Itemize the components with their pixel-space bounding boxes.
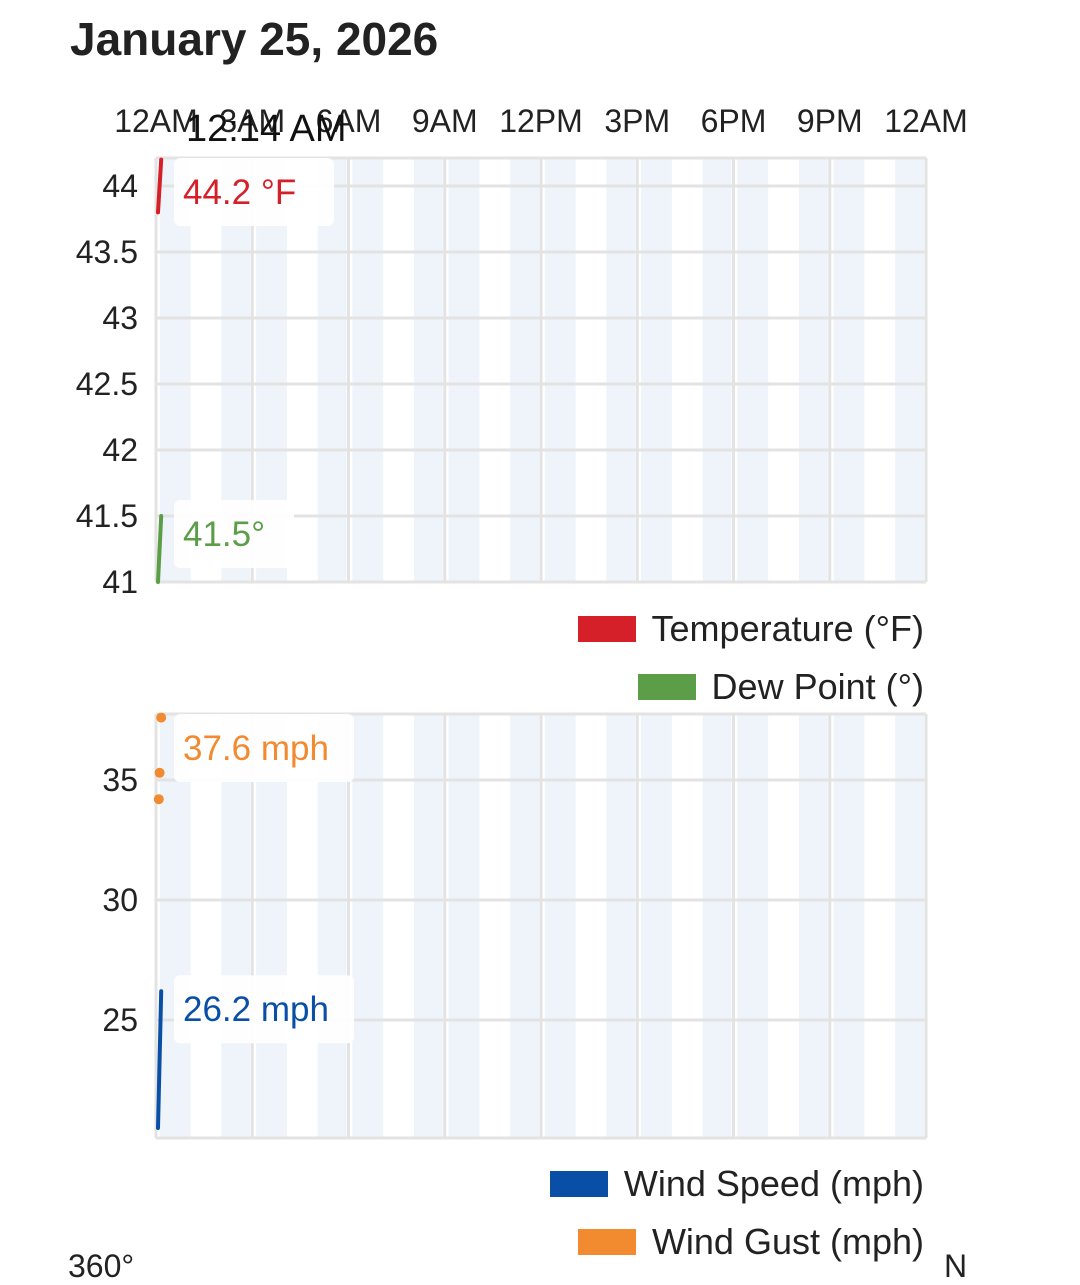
background-band — [352, 158, 384, 582]
legend-item-dew-point[interactable]: Dew Point (°) — [637, 666, 924, 708]
background-band — [702, 714, 732, 1138]
tooltip-box — [174, 158, 334, 226]
dew-point-line — [156, 514, 164, 584]
background-band — [352, 714, 384, 1138]
hover-time-label: 12:14 AM — [186, 108, 347, 150]
background-band — [606, 158, 636, 582]
series-value-label: 44.2 °F — [183, 173, 296, 212]
dew-point-swatch — [637, 674, 696, 700]
y-tick-label: 41 — [102, 564, 138, 600]
y-tick-label: 42.5 — [76, 366, 138, 402]
background-band — [798, 158, 828, 582]
wind-gust-point — [153, 794, 164, 805]
wind-speed-mph-line — [156, 989, 164, 1130]
background-band — [510, 158, 539, 582]
background-band — [159, 714, 191, 1138]
background-band — [895, 714, 924, 1138]
x-tick-label: 12AM — [114, 103, 198, 139]
series-value-label: 37.6 mph — [183, 729, 329, 768]
background-band — [798, 714, 828, 1138]
background-band — [544, 158, 576, 582]
wind-gust-swatch — [577, 1229, 636, 1255]
y-tick-label: 44 — [102, 168, 138, 204]
background-band — [833, 158, 865, 582]
y-tick-label: 42 — [102, 432, 138, 468]
y-tick-label: 41.5 — [76, 498, 138, 534]
tooltip-box — [174, 500, 294, 568]
next-chart-axis-label: 360° — [68, 1248, 135, 1284]
next-chart-direction-label: N — [944, 1248, 968, 1284]
y-tick-label: 25 — [102, 1002, 138, 1038]
x-tick-label: 6PM — [701, 103, 767, 139]
background-band — [510, 714, 539, 1138]
y-tick-label: 30 — [102, 882, 138, 918]
wind-speed-swatch — [549, 1171, 608, 1197]
x-tick-label: 12PM — [499, 103, 583, 139]
page-title: January 25, 2026 — [70, 13, 439, 65]
background-band — [895, 158, 924, 582]
y-tick-label: 35 — [102, 762, 138, 798]
legend-item-temperature[interactable]: Temperature (°F) — [577, 608, 924, 650]
wind-gust-point — [154, 767, 165, 778]
temperature-f-line — [156, 157, 164, 215]
legend-item-wind-speed[interactable]: Wind Speed (mph) — [549, 1163, 924, 1205]
background-band — [448, 158, 480, 582]
x-tick-label: 9PM — [797, 103, 863, 139]
background-band — [702, 158, 732, 582]
series-value-label: 26.2 mph — [183, 990, 329, 1029]
background-band — [737, 158, 769, 582]
legend-label-temperature: Temperature (°F) — [651, 608, 924, 649]
x-tick-label: 12AM — [884, 103, 968, 139]
x-tick-label: 9AM — [412, 103, 478, 139]
legend-label-wind-gust: Wind Gust (mph) — [651, 1221, 924, 1262]
background-band — [413, 158, 443, 582]
tooltip-box — [174, 714, 354, 782]
background-band — [641, 158, 672, 582]
wind-gust-point — [156, 712, 167, 723]
x-tick-label: 3PM — [604, 103, 670, 139]
background-band — [641, 714, 672, 1138]
background-band — [833, 714, 865, 1138]
background-band — [221, 714, 251, 1138]
tooltip-box — [174, 975, 354, 1044]
background-band — [256, 714, 287, 1138]
y-tick-label: 43.5 — [76, 234, 138, 270]
background-band — [544, 714, 576, 1138]
y-tick-label: 43 — [102, 300, 138, 336]
background-band — [317, 158, 347, 582]
x-tick-label: 6AM — [316, 103, 382, 139]
background-band — [317, 714, 347, 1138]
background-band — [737, 714, 769, 1138]
background-band — [448, 714, 480, 1138]
series-value-label: 41.5° — [183, 515, 265, 554]
legend-label-wind-speed: Wind Speed (mph) — [623, 1163, 924, 1204]
temperature-swatch — [577, 616, 636, 642]
x-tick-label: 3AM — [219, 103, 285, 139]
background-band — [606, 714, 636, 1138]
legend-label-dew-point: Dew Point (°) — [711, 666, 924, 707]
background-band — [413, 714, 443, 1138]
legend-item-wind-gust[interactable]: Wind Gust (mph) — [577, 1221, 924, 1263]
